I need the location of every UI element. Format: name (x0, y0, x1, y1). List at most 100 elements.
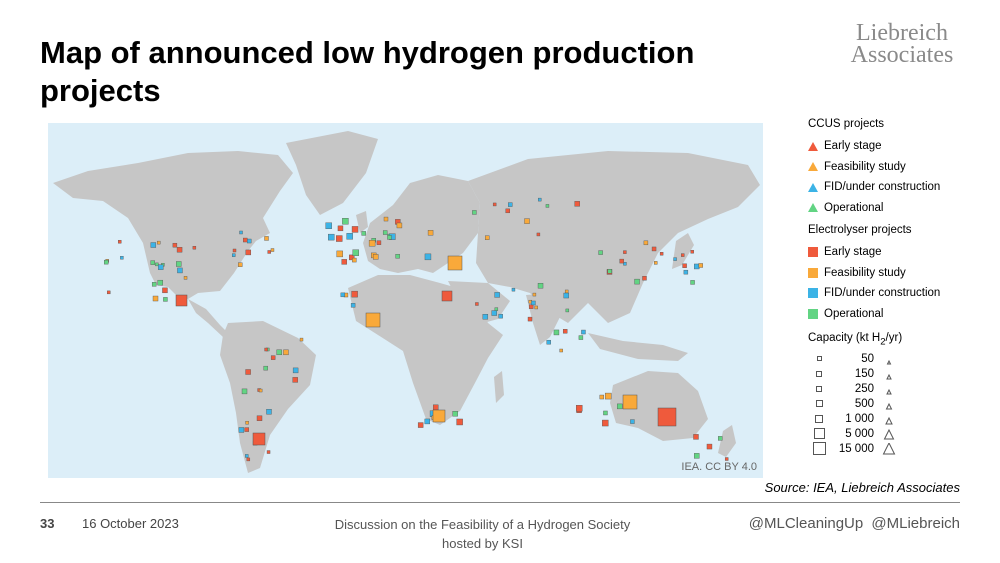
project-marker (372, 254, 379, 260)
project-marker (244, 427, 250, 432)
project-marker (724, 457, 729, 461)
project-marker (396, 222, 403, 229)
project-marker (245, 420, 249, 425)
project-marker (617, 403, 623, 410)
capacity-triangle-icon (882, 442, 896, 455)
legend-electrolyser-title: Electrolyser projects (808, 224, 912, 236)
capacity-square-icon (808, 385, 830, 392)
legend-ccus-item: FID/under construction (808, 177, 993, 198)
legend-electrolyser-item: FID/under construction (808, 283, 993, 304)
landmass-europe (363, 175, 480, 273)
project-marker (581, 329, 586, 335)
capacity-title-subscript: 2 (880, 336, 886, 348)
project-marker (651, 246, 657, 252)
project-marker (192, 245, 197, 250)
legend-ccus-label: FID/under construction (824, 181, 941, 194)
project-marker (545, 204, 550, 208)
project-marker (690, 250, 694, 254)
project-marker (241, 388, 248, 395)
capacity-title-text: Capacity (kt H (808, 332, 881, 344)
project-marker (718, 436, 723, 441)
landmass-indonesia (588, 333, 688, 361)
project-marker (482, 314, 489, 320)
project-marker (231, 253, 236, 257)
legend-electrolyser-item: Operational (808, 304, 993, 325)
footer-event-line-1: Discussion on the Feasibility of a Hydro… (334, 517, 631, 532)
project-marker (452, 411, 458, 417)
project-marker (351, 226, 359, 233)
project-marker (433, 404, 439, 411)
project-marker (172, 242, 178, 248)
project-marker (564, 289, 569, 294)
legend-electrolyser-label: Feasibility study (824, 266, 906, 279)
legend-ccus-triangle-icon (808, 162, 824, 172)
project-marker (694, 453, 700, 459)
legend-ccus-triangle-icon (808, 203, 824, 213)
capacity-row: 250 (808, 381, 993, 396)
project-marker (292, 367, 299, 374)
project-marker (634, 278, 640, 285)
capacity-square-icon (808, 356, 830, 362)
project-marker (681, 253, 685, 257)
capacity-row: 5 000 (808, 426, 993, 441)
project-marker (276, 349, 282, 356)
project-marker (424, 418, 431, 425)
legend-electrolyser-items: Early stage Feasibility study FID/under co… (808, 242, 993, 324)
project-marker (578, 335, 584, 340)
project-marker (383, 216, 389, 222)
project-marker (690, 280, 695, 285)
project-marker (492, 202, 497, 207)
capacity-square-icon (808, 414, 830, 423)
project-markers (104, 197, 729, 462)
project-marker (498, 313, 503, 319)
project-marker (104, 259, 109, 265)
landmass-madagascar (494, 371, 504, 403)
project-marker (427, 230, 434, 236)
project-marker (267, 250, 271, 254)
project-marker (623, 250, 627, 254)
project-marker (553, 329, 560, 336)
legend-ccus-triangle-icon (808, 141, 824, 151)
legend-electrolyser-item: Feasibility study (808, 263, 993, 284)
project-marker (232, 248, 237, 253)
capacity-triangle-icon (882, 368, 896, 380)
project-marker (574, 201, 580, 207)
project-marker (337, 225, 344, 232)
legend-ccus-item: Feasibility study (808, 157, 993, 178)
legend-electrolyser-square-icon (808, 308, 824, 319)
project-marker (382, 230, 388, 235)
map-legend: CCUS projects Early stage Feasibility stu… (808, 118, 993, 456)
project-marker (151, 282, 157, 287)
legend-ccus-items: Early stage Feasibility study FID/under co… (808, 136, 993, 218)
landmass-asia (468, 151, 760, 323)
project-marker (258, 388, 263, 393)
project-marker (361, 231, 366, 236)
project-marker (283, 349, 289, 356)
project-marker (340, 292, 346, 298)
project-marker (576, 405, 583, 412)
project-marker (183, 276, 188, 280)
project-marker (527, 316, 533, 322)
project-marker (350, 303, 356, 308)
project-marker (150, 260, 155, 265)
project-marker (623, 262, 627, 266)
legend-electrolyser-label: Operational (824, 307, 884, 320)
project-marker (245, 369, 251, 375)
project-marker (531, 300, 536, 306)
landmass-central-america (188, 299, 228, 337)
footer-divider (40, 502, 960, 503)
project-marker (508, 202, 513, 207)
capacity-row: 15 000 (808, 441, 993, 456)
capacity-triangle-icon (882, 383, 896, 395)
project-marker (263, 365, 268, 371)
project-marker (163, 297, 168, 302)
logo-line-1: Liebreich (856, 20, 948, 46)
project-marker (342, 218, 349, 225)
project-marker (485, 235, 490, 240)
legend-ccus-title: CCUS projects (808, 118, 885, 130)
world-map: IEA. CC BY 4.0 (48, 123, 763, 478)
slide-date: 16 October 2023 (82, 516, 179, 531)
project-marker (292, 377, 298, 383)
legend-capacity-title: Capacity (kt H2/yr) (808, 332, 993, 347)
project-marker (238, 262, 243, 267)
